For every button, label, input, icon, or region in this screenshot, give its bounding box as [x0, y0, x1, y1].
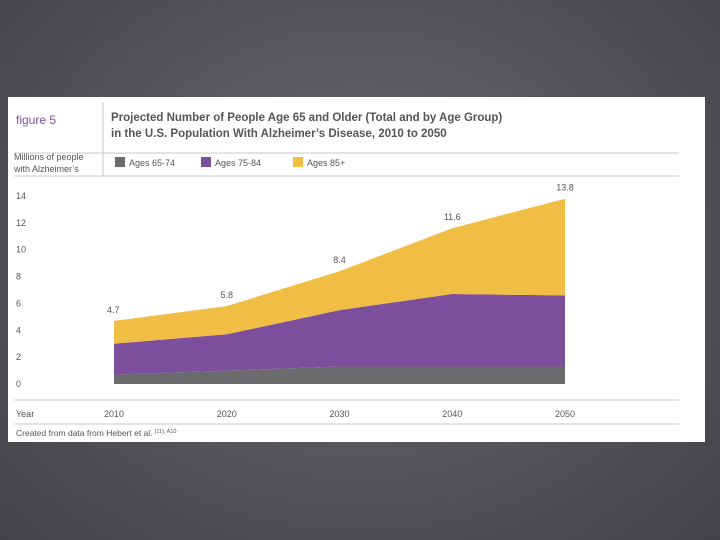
total-data-label: 11.6 [444, 212, 461, 222]
figure-card: figure 5 Projected Number of People Age … [8, 97, 705, 442]
figure-svg: figure 5 Projected Number of People Age … [13, 102, 679, 438]
legend-swatch-85-plus [293, 157, 303, 167]
figure-title-line1: Projected Number of People Age 65 and Ol… [111, 112, 502, 124]
legend-swatch-75-84 [201, 157, 211, 167]
area-ages-65-74 [114, 366, 565, 384]
y-tick-label: 2 [16, 352, 21, 362]
legend-label-85-plus: Ages 85+ [307, 158, 345, 168]
x-tick-label: 2020 [217, 409, 237, 419]
y-tick-label: 4 [16, 325, 21, 335]
x-tick-label: 2040 [442, 409, 462, 419]
figure-title-line2: in the U.S. Population With Alzheimer’s … [111, 128, 447, 140]
y-tick-label: 8 [16, 272, 21, 282]
y-axis-title-line2: with Alzheimer’s [13, 164, 79, 174]
y-tick-label: 6 [16, 298, 21, 308]
legend: Ages 65-74 Ages 75-84 Ages 85+ [115, 157, 345, 168]
y-axis-title-line1: Millions of people [14, 152, 84, 162]
total-data-label: 4.7 [107, 305, 120, 315]
x-axis-title: Year [16, 409, 34, 419]
source-note: Created from data from Hebert et al. (11)… [16, 428, 176, 438]
area-ages-85-plus [114, 198, 565, 344]
x-tick-label: 2010 [104, 409, 124, 419]
total-data-label: 8.4 [333, 255, 346, 265]
x-tick-label: 2030 [329, 409, 349, 419]
legend-swatch-65-74 [115, 157, 125, 167]
y-tick-label: 12 [16, 218, 26, 228]
x-tick-label: 2050 [555, 409, 575, 419]
total-data-label: 5.8 [220, 290, 233, 300]
area-ages-75-84 [114, 294, 565, 375]
y-tick-label: 0 [16, 379, 21, 389]
total-data-label: 13.8 [556, 183, 574, 193]
legend-label-65-74: Ages 65-74 [129, 158, 175, 168]
legend-label-75-84: Ages 75-84 [215, 158, 261, 168]
source-text: Created from data from Hebert et al. [16, 428, 153, 438]
y-tick-label: 14 [16, 191, 26, 201]
plot-area: 0 2 4 6 8 10 12 14 2010 2020 2030 2040 2050 4.7 5.8 8.4… [16, 183, 575, 419]
source-superscript: (11), A10 [155, 429, 177, 435]
y-tick-label: 10 [16, 245, 26, 255]
figure-label: figure 5 [16, 113, 56, 127]
